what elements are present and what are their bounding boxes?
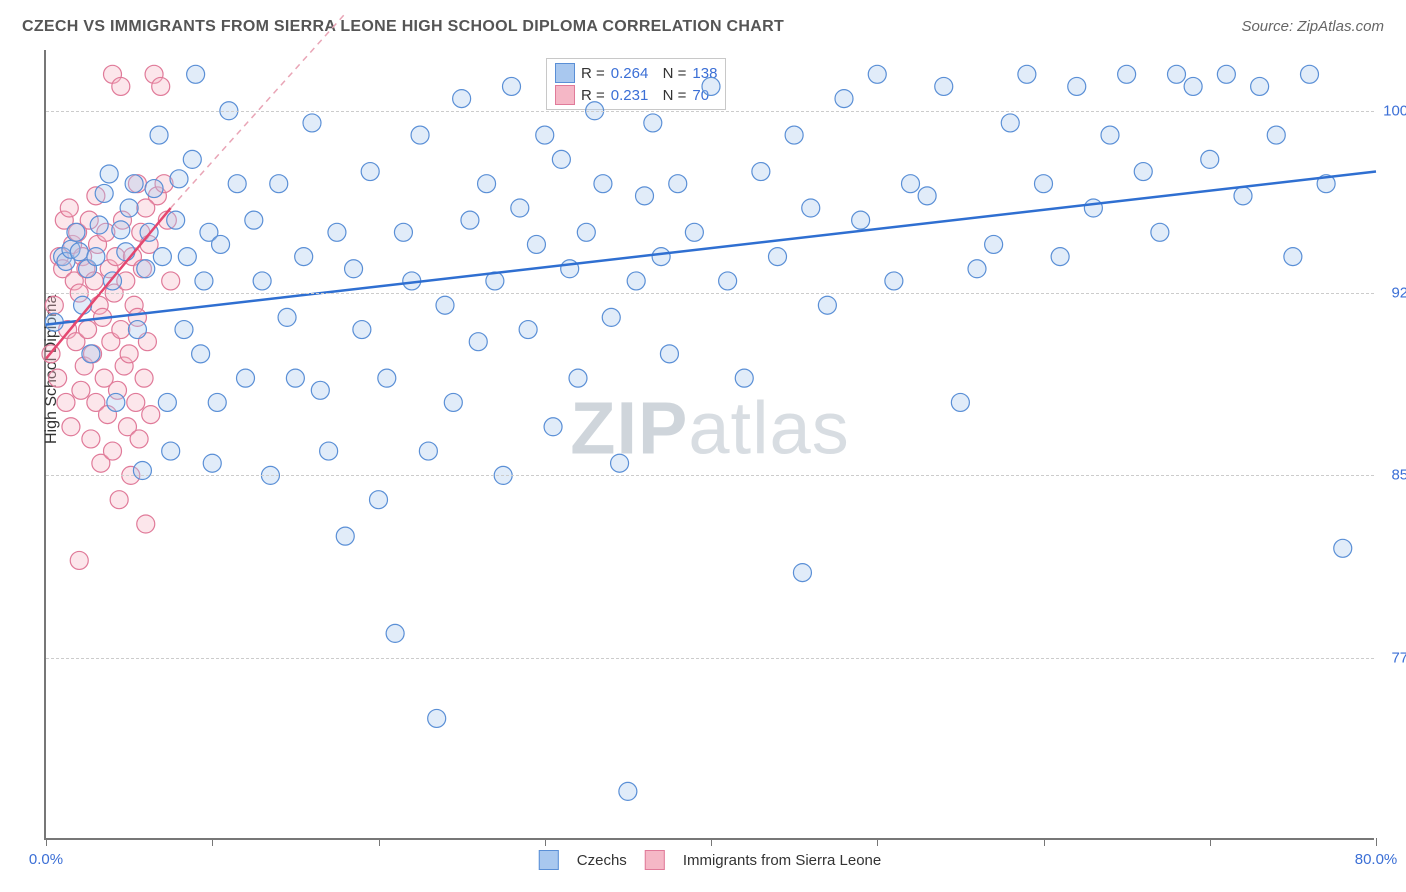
y-tick-label: 92.5% bbox=[1379, 285, 1406, 302]
x-tick bbox=[212, 838, 213, 846]
series-legend: Czechs Immigrants from Sierra Leone bbox=[539, 850, 881, 870]
x-tick bbox=[46, 838, 47, 846]
x-tick bbox=[877, 838, 878, 846]
grid-line-h bbox=[46, 111, 1374, 112]
swatch-czechs-bottom bbox=[539, 850, 559, 870]
x-tick bbox=[379, 838, 380, 846]
x-tick bbox=[1210, 838, 1211, 846]
x-tick bbox=[1376, 838, 1377, 846]
grid-line-h bbox=[46, 475, 1374, 476]
chart-title: CZECH VS IMMIGRANTS FROM SIERRA LEONE HI… bbox=[22, 18, 784, 36]
x-tick bbox=[545, 838, 546, 846]
plot-area: High School Diploma ZIPatlas R = 0.264 N… bbox=[44, 50, 1374, 840]
scatter-svg bbox=[46, 50, 1374, 838]
x-tick-label: 0.0% bbox=[29, 851, 63, 868]
grid-line-h bbox=[46, 658, 1374, 659]
x-tick bbox=[711, 838, 712, 846]
legend-label-czechs: Czechs bbox=[577, 852, 627, 869]
source-label: Source: ZipAtlas.com bbox=[1241, 18, 1384, 35]
legend-label-sierra: Immigrants from Sierra Leone bbox=[683, 852, 881, 869]
grid-line-h bbox=[46, 293, 1374, 294]
y-tick-label: 77.5% bbox=[1379, 649, 1406, 666]
y-tick-label: 100.0% bbox=[1379, 102, 1406, 119]
y-tick-label: 85.0% bbox=[1379, 467, 1406, 484]
swatch-sierra-bottom bbox=[645, 850, 665, 870]
x-tick-label: 80.0% bbox=[1355, 851, 1398, 868]
x-tick bbox=[1044, 838, 1045, 846]
